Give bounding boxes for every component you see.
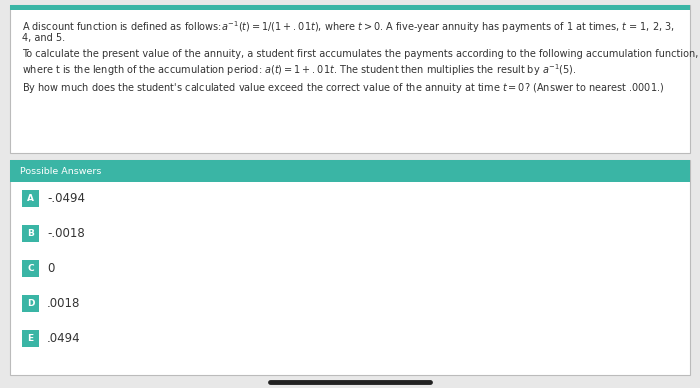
Bar (22, 330, 39, 347)
Bar (22, 190, 39, 207)
Bar (10, 160, 690, 375)
Text: -.0494: -.0494 (47, 192, 85, 205)
Text: 4, and 5.: 4, and 5. (22, 33, 65, 43)
Text: D: D (27, 299, 34, 308)
Text: C: C (27, 264, 34, 273)
Text: E: E (27, 334, 34, 343)
Bar (22, 260, 39, 277)
Bar (10, 5, 690, 153)
Text: A discount function is defined as follows:$a^{-1}(t) = 1/(1 + .01t)$, where $t >: A discount function is defined as follow… (22, 19, 675, 35)
Text: B: B (27, 229, 34, 238)
Text: To calculate the present value of the annuity, a student first accumulates the p: To calculate the present value of the an… (22, 49, 699, 59)
Text: -.0018: -.0018 (47, 227, 85, 240)
Bar (10, 160, 690, 182)
Text: .0018: .0018 (47, 297, 80, 310)
Text: where t is the length of the accumulation period: $a(t) = 1 + .01t$. The student: where t is the length of the accumulatio… (22, 62, 577, 78)
Text: Possible Answers: Possible Answers (20, 166, 101, 175)
Bar (22, 295, 39, 312)
Text: 0: 0 (47, 262, 55, 275)
Text: .0494: .0494 (47, 332, 80, 345)
Text: A: A (27, 194, 34, 203)
Bar (10, 5, 690, 10)
Bar (22, 225, 39, 242)
Text: By how much does the student's calculated value exceed the correct value of the : By how much does the student's calculate… (22, 81, 664, 95)
